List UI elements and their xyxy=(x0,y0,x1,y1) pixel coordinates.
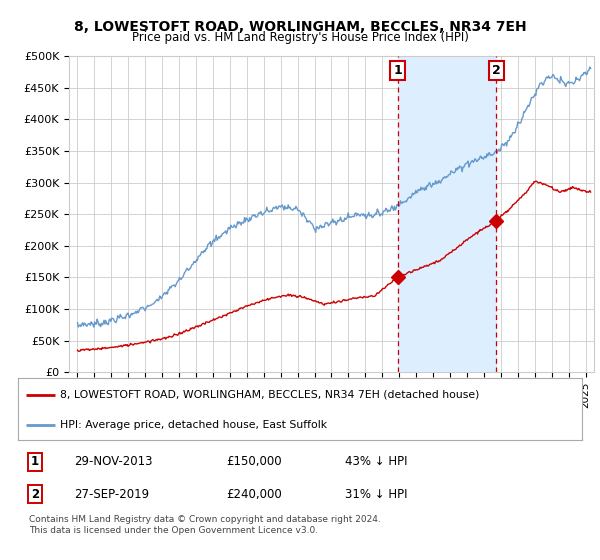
Text: 29-NOV-2013: 29-NOV-2013 xyxy=(74,455,153,468)
Text: HPI: Average price, detached house, East Suffolk: HPI: Average price, detached house, East… xyxy=(60,421,328,431)
Text: 2: 2 xyxy=(31,488,39,501)
Text: 8, LOWESTOFT ROAD, WORLINGHAM, BECCLES, NR34 7EH: 8, LOWESTOFT ROAD, WORLINGHAM, BECCLES, … xyxy=(74,20,526,34)
Text: 27-SEP-2019: 27-SEP-2019 xyxy=(74,488,149,501)
Text: Price paid vs. HM Land Registry's House Price Index (HPI): Price paid vs. HM Land Registry's House … xyxy=(131,31,469,44)
Text: 2: 2 xyxy=(492,64,501,77)
Text: 1: 1 xyxy=(394,64,402,77)
Text: 8, LOWESTOFT ROAD, WORLINGHAM, BECCLES, NR34 7EH (detached house): 8, LOWESTOFT ROAD, WORLINGHAM, BECCLES, … xyxy=(60,390,479,400)
Text: £240,000: £240,000 xyxy=(227,488,283,501)
Text: 1: 1 xyxy=(31,455,39,468)
Text: £150,000: £150,000 xyxy=(227,455,283,468)
Text: Contains HM Land Registry data © Crown copyright and database right 2024.
This d: Contains HM Land Registry data © Crown c… xyxy=(29,515,381,535)
Text: 43% ↓ HPI: 43% ↓ HPI xyxy=(345,455,407,468)
Text: 31% ↓ HPI: 31% ↓ HPI xyxy=(345,488,407,501)
Bar xyxy=(398,56,496,372)
